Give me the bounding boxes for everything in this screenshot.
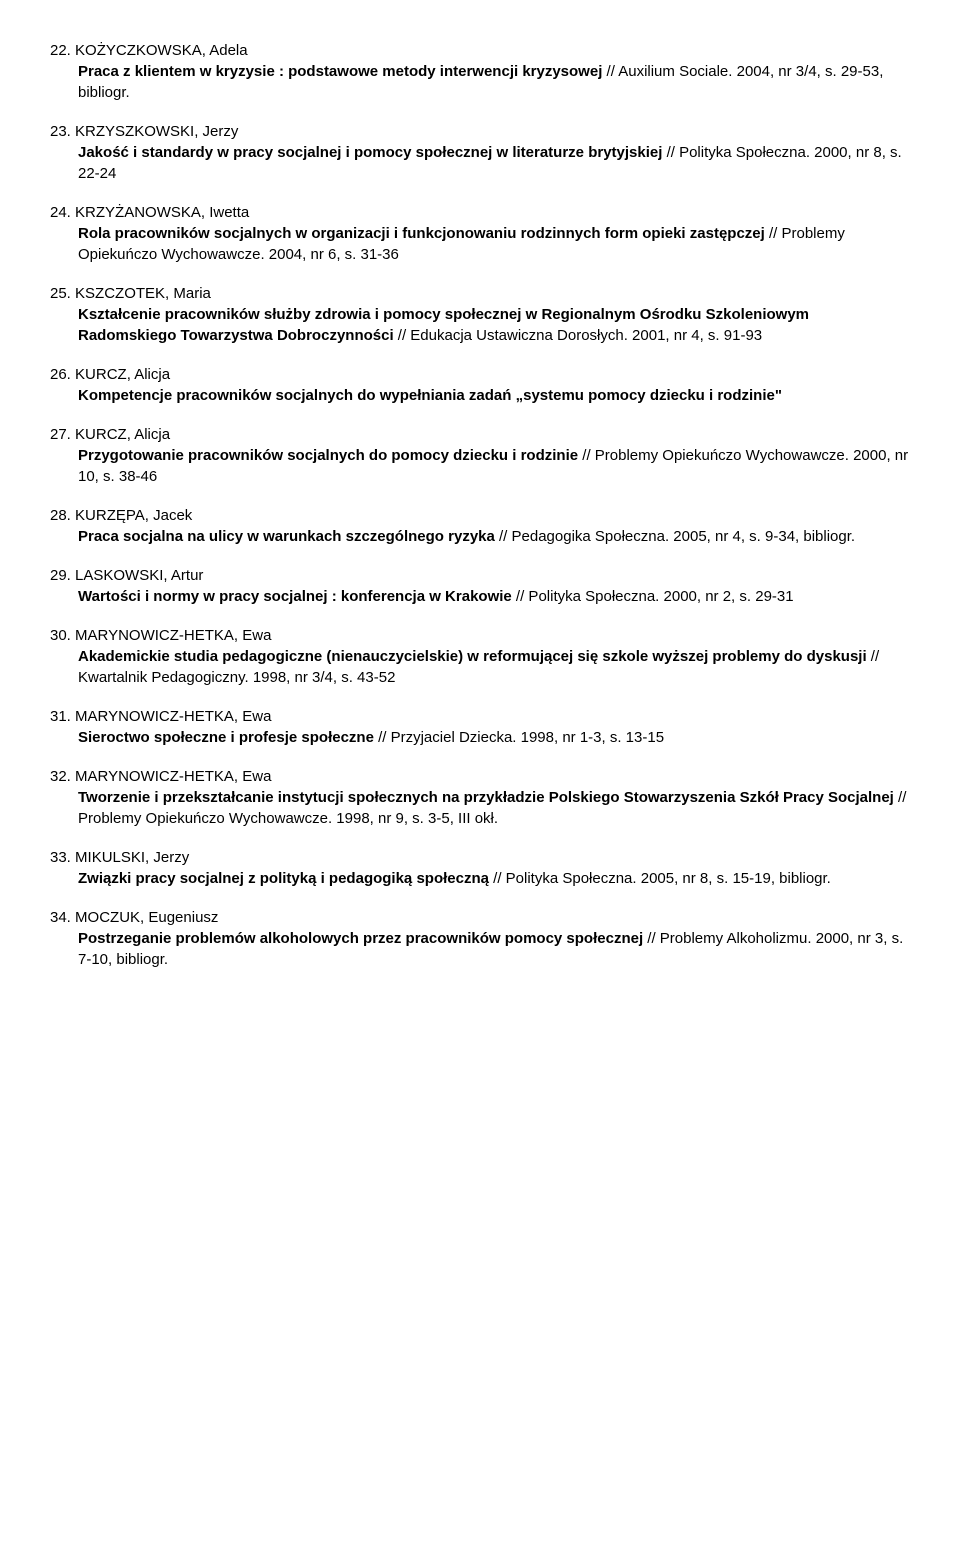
entry-header: 26. KURCZ, Alicja	[50, 366, 170, 383]
bibliography-entry: 27. KURCZ, Alicja Przygotowanie pracownik…	[50, 424, 910, 487]
entry-author: KSZCZOTEK, Maria	[75, 285, 211, 302]
entry-author: KOŻYCZKOWSKA, Adela	[75, 42, 248, 59]
entry-header: 24. KRZYŻANOWSKA, Iwetta	[50, 204, 249, 221]
bibliography-entry: 25. KSZCZOTEK, MariaKształcenie pracowni…	[50, 283, 910, 346]
entry-number: 29.	[50, 567, 71, 584]
entry-number: 30.	[50, 627, 71, 644]
bibliography-entry: 26. KURCZ, Alicja Kompetencje pracowników…	[50, 364, 910, 406]
entry-author: MOCZUK, Eugeniusz	[75, 909, 218, 926]
entry-header: 32. MARYNOWICZ-HETKA, Ewa	[50, 768, 271, 785]
entry-title: Akademickie studia pedagogiczne (nienauc…	[78, 648, 867, 665]
entry-source: // Pedagogika Społeczna. 2005, nr 4, s. …	[495, 528, 855, 545]
entry-number: 24.	[50, 204, 71, 221]
bibliography-entry: 33. MIKULSKI, Jerzy Związki pracy socjaln…	[50, 847, 910, 889]
entry-author: KURCZ, Alicja	[75, 366, 170, 383]
entry-title: Rola pracowników socjalnych w organizacj…	[78, 225, 765, 242]
entry-number: 31.	[50, 708, 71, 725]
bibliography-list: 22. KOŻYCZKOWSKA, Adela Praca z klientem …	[50, 40, 910, 970]
entry-header: 25. KSZCZOTEK, Maria	[50, 285, 211, 302]
entry-number: 34.	[50, 909, 71, 926]
entry-author: MARYNOWICZ-HETKA, Ewa	[75, 627, 271, 644]
bibliography-entry: 22. KOŻYCZKOWSKA, Adela Praca z klientem …	[50, 40, 910, 103]
bibliography-entry: 28. KURZĘPA, Jacek Praca socjalna na ulic…	[50, 505, 910, 547]
entry-author: LASKOWSKI, Artur	[75, 567, 203, 584]
entry-number: 27.	[50, 426, 71, 443]
entry-header: 29. LASKOWSKI, Artur	[50, 567, 203, 584]
entry-number: 23.	[50, 123, 71, 140]
bibliography-entry: 32. MARYNOWICZ-HETKA, Ewa Tworzenie i prz…	[50, 766, 910, 829]
entry-title: Kompetencje pracowników socjalnych do wy…	[78, 387, 782, 404]
entry-source: // Polityka Społeczna. 2005, nr 8, s. 15…	[489, 870, 831, 887]
entry-source: // Przyjaciel Dziecka. 1998, nr 1-3, s. …	[374, 729, 664, 746]
entry-number: 22.	[50, 42, 71, 59]
bibliography-entry: 23. KRZYSZKOWSKI, Jerzy Jakość i standard…	[50, 121, 910, 184]
entry-title: Wartości i normy w pracy socjalnej : kon…	[78, 588, 512, 605]
bibliography-entry: 24. KRZYŻANOWSKA, Iwetta Rola pracowników…	[50, 202, 910, 265]
entry-author: KURCZ, Alicja	[75, 426, 170, 443]
entry-title: Jakość i standardy w pracy socjalnej i p…	[78, 144, 662, 161]
entry-author: MARYNOWICZ-HETKA, Ewa	[75, 708, 271, 725]
entry-author: KRZYŻANOWSKA, Iwetta	[75, 204, 249, 221]
bibliography-entry: 34. MOCZUK, Eugeniusz Postrzeganie proble…	[50, 907, 910, 970]
entry-number: 25.	[50, 285, 71, 302]
entry-source: // Edukacja Ustawiczna Dorosłych. 2001, …	[394, 327, 763, 344]
entry-number: 26.	[50, 366, 71, 383]
entry-header: 33. MIKULSKI, Jerzy	[50, 849, 189, 866]
entry-author: KRZYSZKOWSKI, Jerzy	[75, 123, 238, 140]
entry-author: KURZĘPA, Jacek	[75, 507, 192, 524]
entry-header: 30. MARYNOWICZ-HETKA, Ewa	[50, 627, 271, 644]
bibliography-entry: 29. LASKOWSKI, Artur Wartości i normy w p…	[50, 565, 910, 607]
entry-source: // Polityka Społeczna. 2000, nr 2, s. 29…	[512, 588, 794, 605]
entry-title: Praca socjalna na ulicy w warunkach szcz…	[78, 528, 495, 545]
entry-header: 34. MOCZUK, Eugeniusz	[50, 909, 218, 926]
entry-title: Tworzenie i przekształcanie instytucji s…	[78, 789, 894, 806]
entry-number: 32.	[50, 768, 71, 785]
entry-header: 23. KRZYSZKOWSKI, Jerzy	[50, 123, 238, 140]
entry-author: MIKULSKI, Jerzy	[75, 849, 189, 866]
entry-title: Sieroctwo społeczne i profesje społeczne	[78, 729, 374, 746]
entry-header: 28. KURZĘPA, Jacek	[50, 507, 192, 524]
entry-author: MARYNOWICZ-HETKA, Ewa	[75, 768, 271, 785]
entry-title: Praca z klientem w kryzysie : podstawowe…	[78, 63, 602, 80]
entry-title: Związki pracy socjalnej z polityką i ped…	[78, 870, 489, 887]
entry-header: 31. MARYNOWICZ-HETKA, Ewa	[50, 708, 271, 725]
entry-header: 27. KURCZ, Alicja	[50, 426, 170, 443]
entry-title: Przygotowanie pracowników socjalnych do …	[78, 447, 578, 464]
entry-number: 33.	[50, 849, 71, 866]
entry-number: 28.	[50, 507, 71, 524]
bibliography-entry: 30. MARYNOWICZ-HETKA, Ewa Akademickie stu…	[50, 625, 910, 688]
entry-header: 22. KOŻYCZKOWSKA, Adela	[50, 42, 248, 59]
entry-title: Postrzeganie problemów alkoholowych prze…	[78, 930, 643, 947]
bibliography-entry: 31. MARYNOWICZ-HETKA, Ewa Sieroctwo społe…	[50, 706, 910, 748]
